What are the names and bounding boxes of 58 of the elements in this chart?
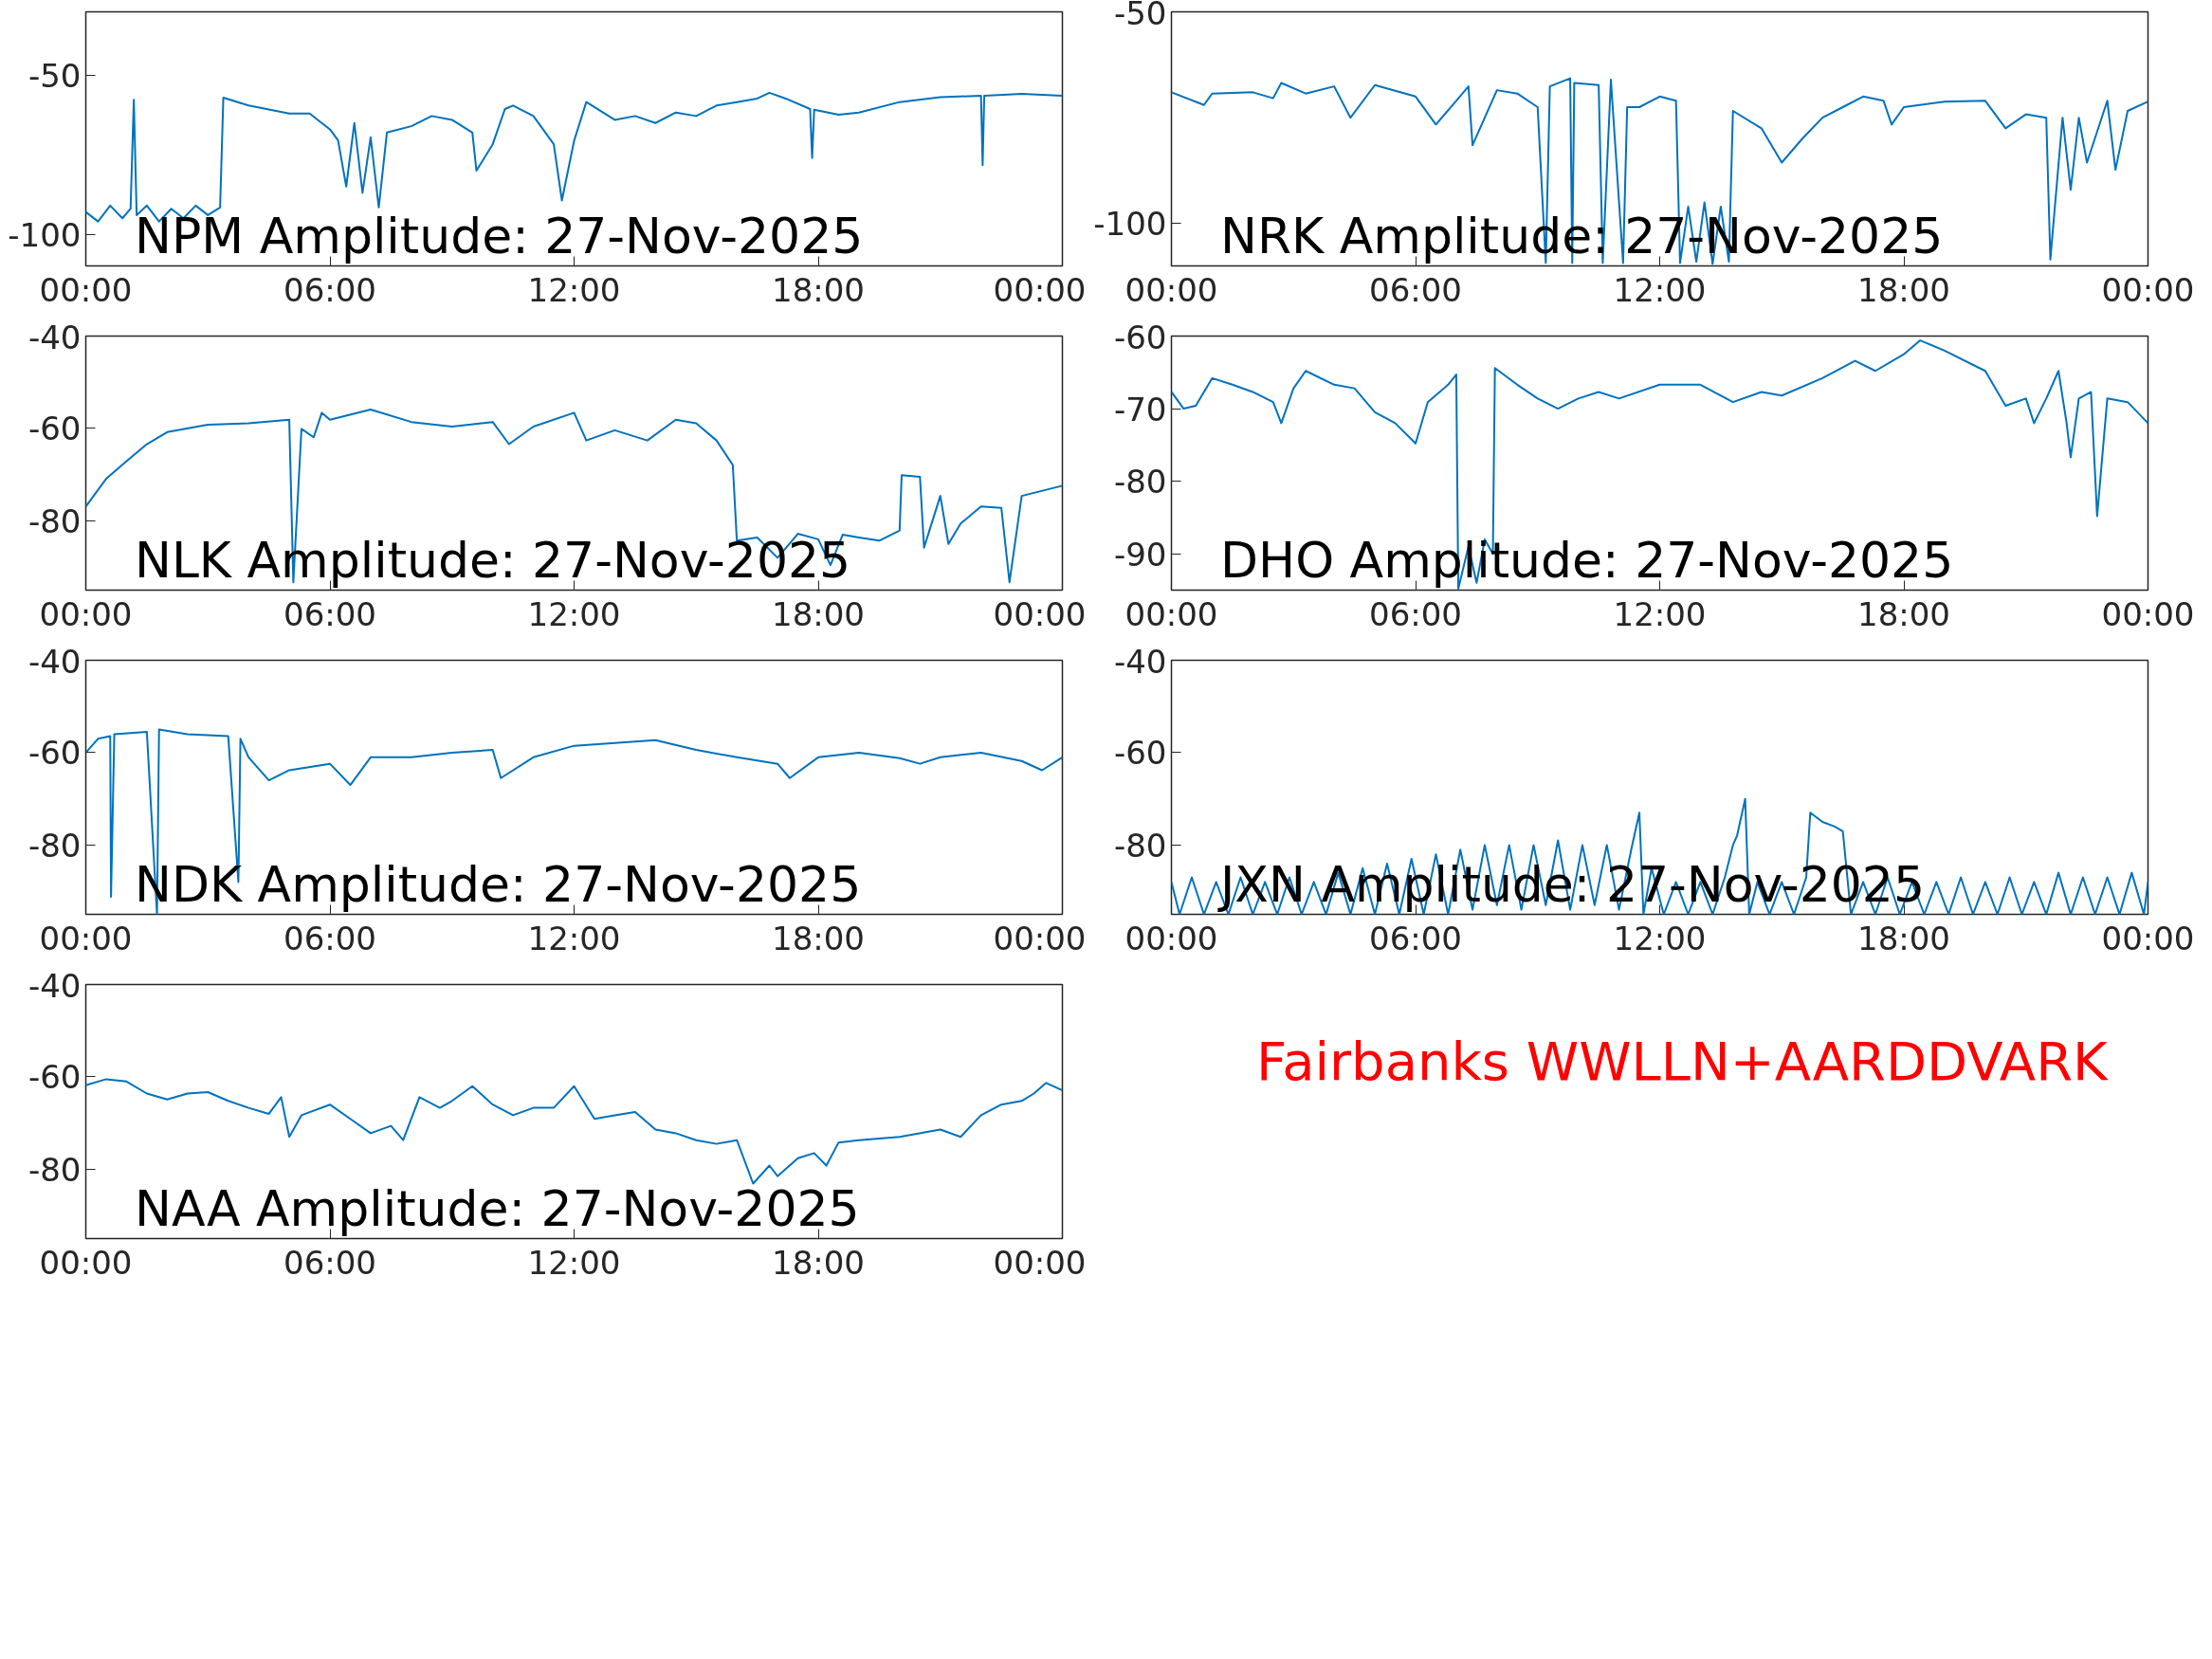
y-tick-label: -80 bbox=[27, 1150, 82, 1189]
x-tick-label: 06:00 bbox=[1369, 919, 1462, 957]
y-tick-label: -60 bbox=[27, 734, 82, 773]
y-tick-label: -90 bbox=[1113, 535, 1167, 574]
y-tick-label: -60 bbox=[27, 1058, 82, 1097]
y-tick-label: -100 bbox=[8, 215, 82, 254]
x-tick-label: 12:00 bbox=[527, 1243, 621, 1282]
y-tick-label: -80 bbox=[27, 501, 82, 540]
x-tick-label: 18:00 bbox=[772, 919, 865, 957]
x-tick-label: 12:00 bbox=[1613, 919, 1707, 957]
x-tick-label: 12:00 bbox=[527, 919, 621, 957]
x-tick-label: 06:00 bbox=[283, 919, 376, 957]
x-tick-label: 00:00 bbox=[993, 594, 1087, 633]
x-tick-label: 18:00 bbox=[1857, 270, 1950, 309]
x-tick-label: 06:00 bbox=[1369, 594, 1462, 633]
x-tick-label: 12:00 bbox=[527, 594, 621, 633]
x-tick-label: 00:00 bbox=[39, 919, 133, 957]
x-tick-label: 00:00 bbox=[2101, 594, 2195, 633]
x-tick-label: 06:00 bbox=[283, 270, 376, 309]
text: NAA Amplitude: 27-Nov-2025 bbox=[135, 1179, 860, 1237]
y-tick-label: -100 bbox=[1093, 205, 1167, 244]
x-tick-label: 00:00 bbox=[39, 270, 133, 309]
x-tick-label: 00:00 bbox=[1124, 270, 1218, 309]
x-tick-label: 18:00 bbox=[1857, 594, 1950, 633]
y-tick-label: -60 bbox=[1113, 318, 1167, 356]
y-tick-label: -80 bbox=[1113, 463, 1167, 501]
x-tick-label: 12:00 bbox=[527, 270, 621, 309]
y-tick-label: -50 bbox=[27, 57, 82, 95]
x-tick-label: 12:00 bbox=[1613, 594, 1707, 633]
x-tick-label: 00:00 bbox=[1124, 919, 1218, 957]
x-tick-label: 12:00 bbox=[1613, 270, 1707, 309]
x-tick-label: 06:00 bbox=[1369, 270, 1462, 309]
x-tick-label: 00:00 bbox=[39, 1243, 133, 1282]
y-tick-label: -40 bbox=[27, 318, 82, 356]
text: NPM Amplitude: 27-Nov-2025 bbox=[135, 207, 864, 264]
y-tick-label: -40 bbox=[1113, 642, 1167, 681]
x-tick-label: 00:00 bbox=[993, 919, 1087, 957]
y-tick-label: -60 bbox=[1113, 734, 1167, 773]
x-tick-label: 00:00 bbox=[2101, 270, 2195, 309]
y-tick-label: -80 bbox=[27, 826, 82, 865]
y-tick-label: -50 bbox=[1113, 0, 1167, 32]
y-tick-label: -40 bbox=[27, 642, 82, 681]
x-tick-label: 18:00 bbox=[772, 594, 865, 633]
x-tick-label: 18:00 bbox=[1857, 919, 1950, 957]
y-tick-label: -40 bbox=[27, 966, 82, 1005]
text: Fairbanks WWLLN+AARDDVARK bbox=[1256, 1030, 2110, 1092]
x-tick-label: 06:00 bbox=[283, 1243, 376, 1282]
y-tick-label: -80 bbox=[1113, 826, 1167, 865]
x-tick-label: 00:00 bbox=[993, 270, 1087, 309]
x-tick-label: 00:00 bbox=[1124, 594, 1218, 633]
x-tick-label: 06:00 bbox=[283, 594, 376, 633]
y-tick-label: -70 bbox=[1113, 390, 1167, 428]
x-tick-label: 18:00 bbox=[772, 1243, 865, 1282]
y-tick-label: -60 bbox=[27, 410, 82, 448]
x-tick-label: 00:00 bbox=[39, 594, 133, 633]
x-tick-label: 00:00 bbox=[2101, 919, 2195, 957]
x-tick-label: 00:00 bbox=[993, 1243, 1087, 1282]
x-tick-label: 18:00 bbox=[772, 270, 865, 309]
